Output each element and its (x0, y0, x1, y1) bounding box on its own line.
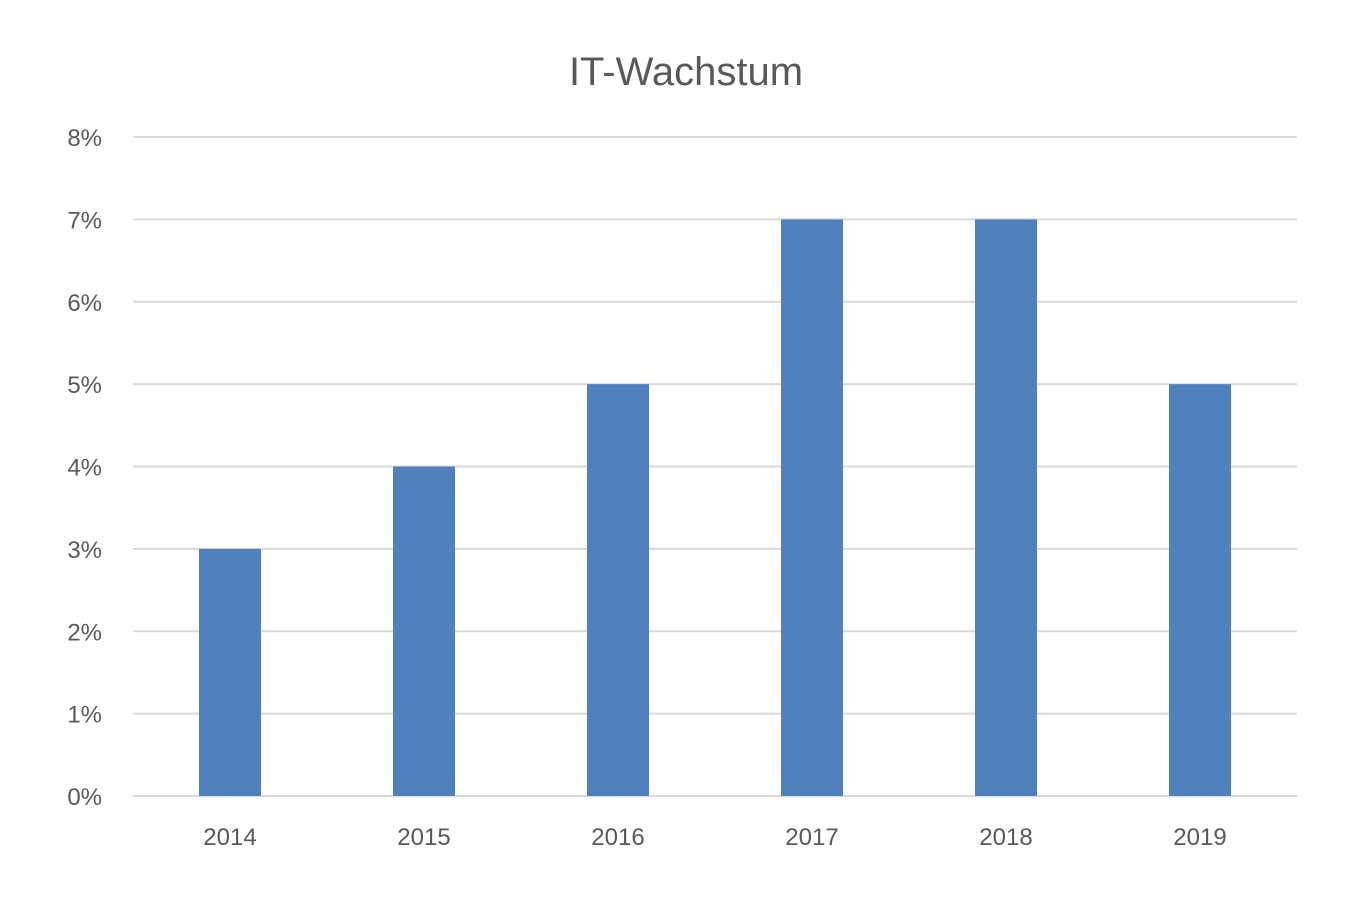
bar-2017 (781, 219, 843, 796)
chart-title: IT-Wachstum (568, 50, 804, 94)
y-tick-label: 0% (67, 784, 102, 811)
x-axis-ticks: 2014 2015 2016 2017 2018 2019 (203, 824, 1226, 851)
y-tick-label: 3% (67, 537, 102, 564)
y-tick-label: 6% (67, 290, 102, 317)
bar-2015 (393, 466, 455, 796)
bar-2016 (587, 384, 649, 796)
y-tick-label: 5% (67, 372, 102, 399)
x-tick-label: 2019 (1173, 824, 1226, 851)
x-tick-label: 2016 (591, 824, 644, 851)
bar-2018 (975, 219, 1037, 796)
x-tick-label: 2014 (203, 824, 256, 851)
y-axis-ticks: 0% 1% 2% 3% 4% 5% 6% 7% 8% (67, 125, 102, 811)
y-tick-label: 2% (67, 619, 102, 646)
y-tick-label: 7% (67, 207, 102, 234)
x-tick-label: 2018 (979, 824, 1032, 851)
bar-2014 (199, 548, 261, 796)
y-tick-label: 4% (67, 455, 102, 482)
y-tick-label: 8% (67, 125, 102, 152)
x-tick-label: 2015 (397, 824, 450, 851)
bars (199, 219, 1231, 796)
gridlines (133, 136, 1297, 797)
x-tick-label: 2017 (785, 824, 838, 851)
y-tick-label: 1% (67, 702, 102, 729)
bar-2019 (1169, 384, 1231, 796)
